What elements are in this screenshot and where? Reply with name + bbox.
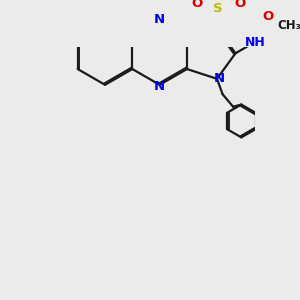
Text: N: N <box>154 80 165 93</box>
Text: N: N <box>214 72 225 85</box>
Text: NH: NH <box>245 35 266 49</box>
Text: CH₃: CH₃ <box>277 19 300 32</box>
Text: O: O <box>234 0 246 10</box>
Text: O: O <box>191 0 202 10</box>
Text: N: N <box>154 14 165 26</box>
Text: O: O <box>262 10 273 23</box>
Text: S: S <box>213 2 223 15</box>
